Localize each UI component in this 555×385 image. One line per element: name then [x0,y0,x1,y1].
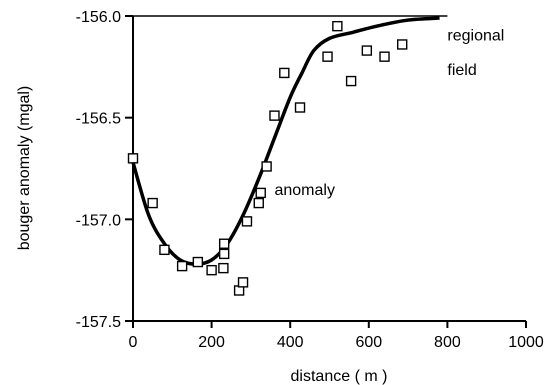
data-point [206,264,217,276]
annotation-label: anomaly [274,182,334,199]
data-point [379,51,390,62]
data-point [241,216,253,227]
data-point [255,187,266,199]
series-lines [131,16,440,266]
annotations: anomaly regional field [274,27,504,199]
data-point [294,102,306,113]
data-point [269,110,280,121]
data-point [261,161,272,172]
data-point [322,51,333,62]
data-point [332,20,343,32]
x-tick-label: 800 [434,334,461,351]
y-axis-title: bouger anomaly (mgal) [16,86,33,251]
x-tick-label: 0 [129,334,138,351]
x-axis-title: distance ( m ) [291,368,388,385]
data-point [218,248,230,260]
data-point [147,197,158,209]
data-point [176,260,188,272]
data-point [127,153,139,164]
x-tick-label: 600 [355,334,382,351]
series-points [127,20,408,296]
model-curve [131,16,440,266]
data-point [361,45,373,56]
data-point [218,262,229,274]
data-point [159,244,170,256]
y-tick-label: -157.5 [76,314,121,331]
annotation-label: field [447,62,476,79]
data-point [253,197,264,209]
x-tick-label: 200 [198,334,225,351]
y-tick-label: -157.0 [76,212,121,229]
y-tick-label: -156.0 [76,9,121,26]
data-point [192,256,204,268]
y-tick-label: -156.5 [76,111,121,128]
data-point [397,39,408,50]
data-point [237,277,249,288]
x-tick-label: 400 [277,334,304,351]
data-point [345,75,357,87]
data-point [218,238,230,249]
x-tick-label: 1000 [508,334,544,351]
data-point [279,67,290,79]
annotation-label: regional [447,27,504,44]
ticks: 0 200 400 600 800 1000 -156.0 -156.5 -157.0 -157.… [76,9,544,351]
